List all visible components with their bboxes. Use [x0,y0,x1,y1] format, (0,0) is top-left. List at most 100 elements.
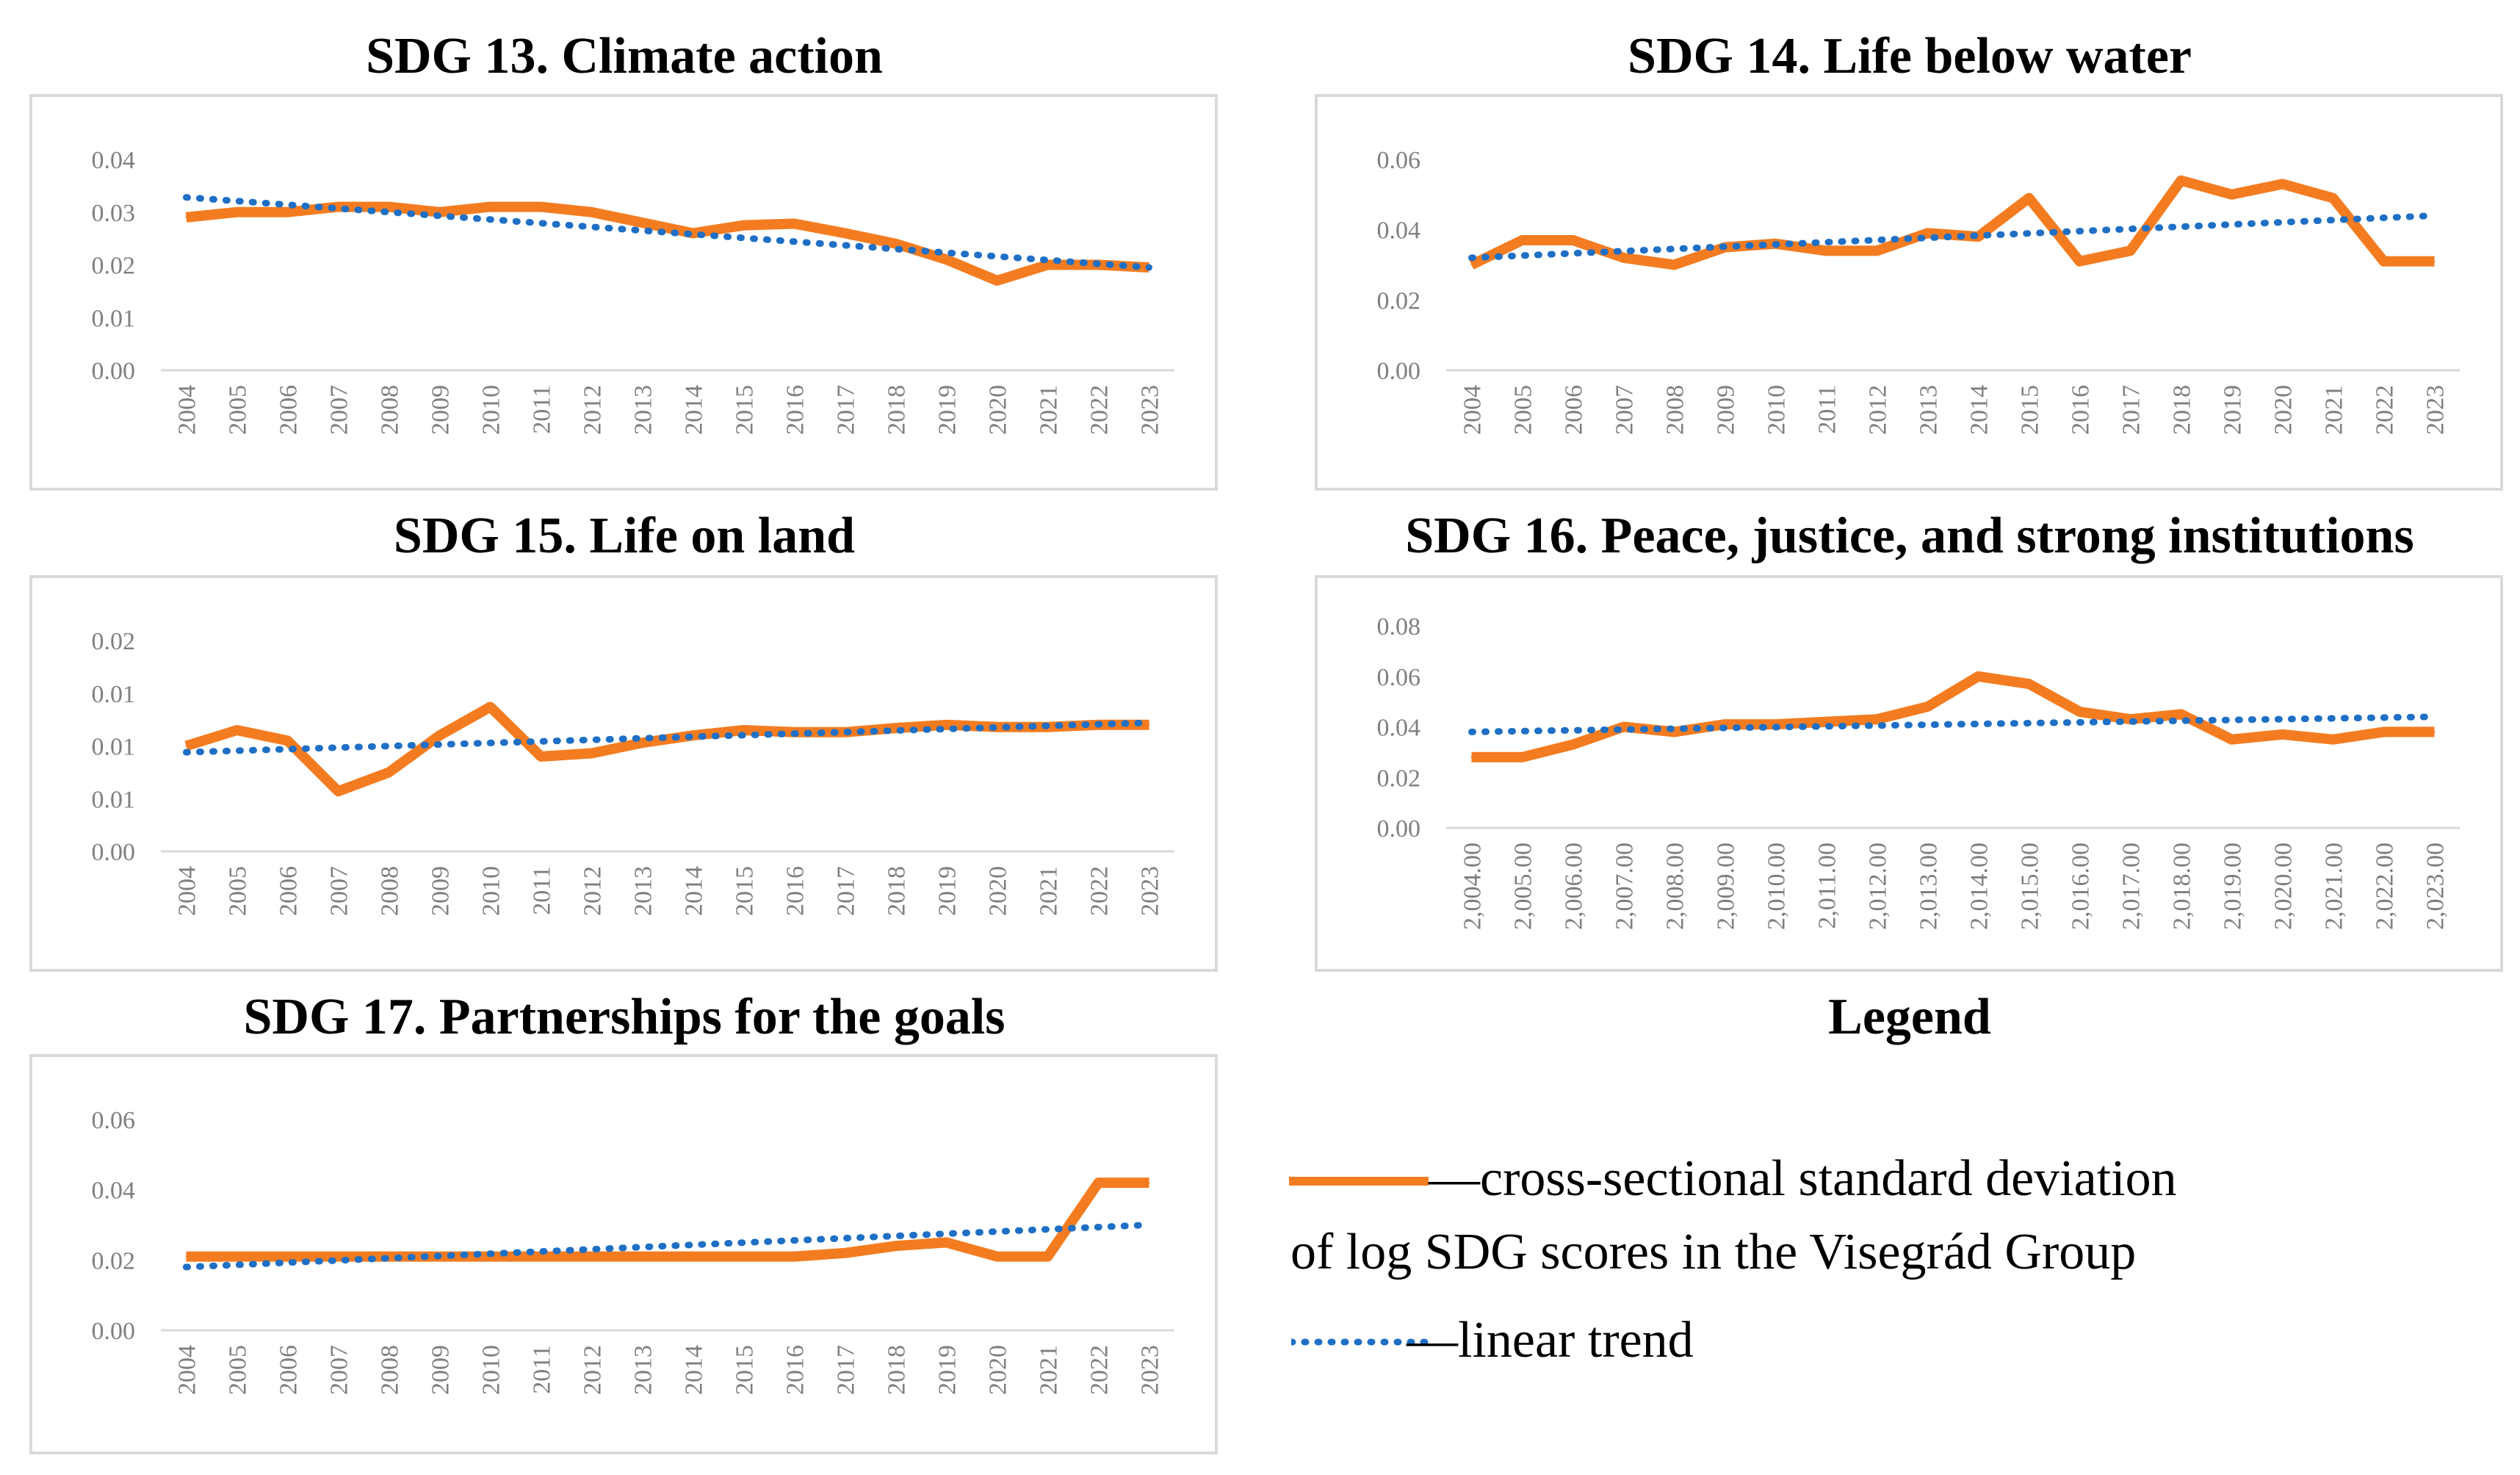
x-tick-label: 2004 [174,1345,201,1395]
x-tick-label: 2011 [529,385,556,434]
x-tick-label: 2022 [1086,866,1113,916]
x-tick-label: 2019 [934,385,961,435]
data-point [1148,724,1150,726]
x-tick-label: 2020 [985,385,1012,435]
data-point [641,222,643,224]
y-tick-label: 0.08 [1377,613,1421,641]
legend-title: Legend [1828,989,1991,1045]
x-tick-label: 2017 [833,866,860,916]
data-point [286,211,289,213]
x-tick-label: 2009 [1713,385,1740,435]
x-tick-label: 2008 [1662,385,1689,435]
x-tick-label: 2005 [1510,385,1537,435]
y-tick-label: 0.00 [1377,815,1421,843]
data-point [2079,710,2081,713]
data-point [2332,738,2334,740]
x-tick-label: 2006 [275,866,303,916]
x-tick-label: 2,020.00 [2270,843,2297,930]
chart-title-sdg16: SDG 16. Peace, justice, and strong insti… [1405,508,2414,564]
data-point [489,206,491,208]
x-tick-label: 2020 [2270,385,2297,435]
x-tick-label: 2008 [377,866,404,916]
y-tick-label: 0.04 [1377,715,1421,742]
x-tick-label: 2006 [275,1345,303,1395]
data-point [388,771,390,773]
data-point [692,232,694,234]
x-tick-label: 2018 [2169,385,2196,435]
data-point [1148,1182,1150,1184]
x-tick-label: 2,022.00 [2372,843,2399,930]
x-tick-label: 2015 [2017,385,2044,435]
data-point [1521,239,1523,242]
chart-svg-sdg15: 0.00 0.01 0.01 0.01 0.02 2004 2005 2006 2007 2008… [92,628,1174,916]
x-tick-label: 2005 [225,1345,252,1395]
x-tick-label: 2016 [2068,385,2095,435]
x-tick-label: 2,009.00 [1713,843,1740,930]
series-line [185,201,1149,286]
x-tick-label: 2,013.00 [1916,843,1943,930]
trend-line [183,719,1152,756]
y-tick-label: 0.02 [92,253,136,280]
y-tick-label: 0.00 [92,839,136,866]
series-line [184,702,1149,797]
x-tick-label: 2010 [478,1345,505,1395]
data-point [2281,733,2283,735]
data-point [1825,721,1827,723]
data-point [641,1255,643,1258]
x-tick-label: 2005 [225,385,252,435]
x-tick-label: 2,021.00 [2321,843,2348,930]
data-point [2028,197,2030,199]
data-point [1521,756,1523,758]
x-tick-label: 2,018.00 [2169,843,2196,930]
chart-title-sdg15: SDG 15. Life on land [393,508,856,564]
data-point [438,735,441,737]
data-point [2079,260,2081,262]
y-tick-label: 0.01 [92,734,136,761]
x-tick-label: 2007 [326,385,353,435]
data-point [1047,1255,1049,1258]
data-point [2433,731,2436,733]
data-point [2433,260,2436,262]
y-tick-label: 0.04 [92,1178,136,1205]
data-point [793,223,795,225]
chart-title-sdg13: SDG 13. Climate action [366,28,883,84]
x-tick-label: 2011 [529,1345,556,1394]
y-tick-label: 0.01 [92,305,136,332]
x-tick-label: 2014 [1966,385,1993,435]
chart-svg-sdg14: 0.00 0.02 0.04 0.06 2004 2005 2006 2007 2008 2009… [1377,147,2460,435]
x-tick-label: 2004 [1459,385,1487,435]
legend-series-label-line2: of log SDG scores in the Visegrád Group [1290,1224,2137,1280]
x-tick-label: 2022 [1086,1345,1113,1395]
x-tick-label: 2,008.00 [1662,843,1689,930]
y-tick-label: 0.02 [92,1247,136,1274]
x-tick-label: 2007 [326,1345,353,1395]
chart-sdg17: 0.00 0.02 0.04 0.06 2004 2005 2006 2007 2008 2009… [29,1054,1218,1454]
legend-series-swatch [1289,1177,1429,1186]
chart-svg-sdg17: 0.00 0.02 0.04 0.06 2004 2005 2006 2007 2008 2009… [92,1107,1174,1395]
data-point [895,242,897,245]
x-tick-label: 2017 [833,385,860,435]
x-tick-label: 2016 [782,1345,809,1395]
legend-trend-swatch [1291,1338,1431,1346]
x-tick-label: 2,006.00 [1561,843,1588,930]
data-point [1470,756,1473,758]
data-point [1825,250,1827,252]
x-tick-label: 2022 [2372,385,2399,435]
data-point [489,706,491,708]
data-point [286,740,289,742]
x-tick-label: 2023 [1137,385,1164,435]
x-tick-label: 2,010.00 [1763,843,1791,930]
x-tick-label: 2021 [2321,385,2348,435]
data-point [2383,260,2385,262]
chart-svg-sdg16: 0.00 0.02 0.04 0.06 0.08 2,004.00 2,005.00 2,00… [1377,613,2460,930]
y-tick-label: 0.00 [92,358,136,385]
data-point [2028,683,2030,685]
legend-trend-label: —linear trend [1407,1312,1694,1368]
y-tick-label: 0.02 [1377,765,1421,792]
data-point [1622,726,1625,728]
data-point [236,1255,238,1258]
data-point [1097,1182,1100,1184]
data-point [844,232,846,234]
data-point [844,1252,846,1254]
y-tick-label: 0.00 [92,1318,136,1345]
